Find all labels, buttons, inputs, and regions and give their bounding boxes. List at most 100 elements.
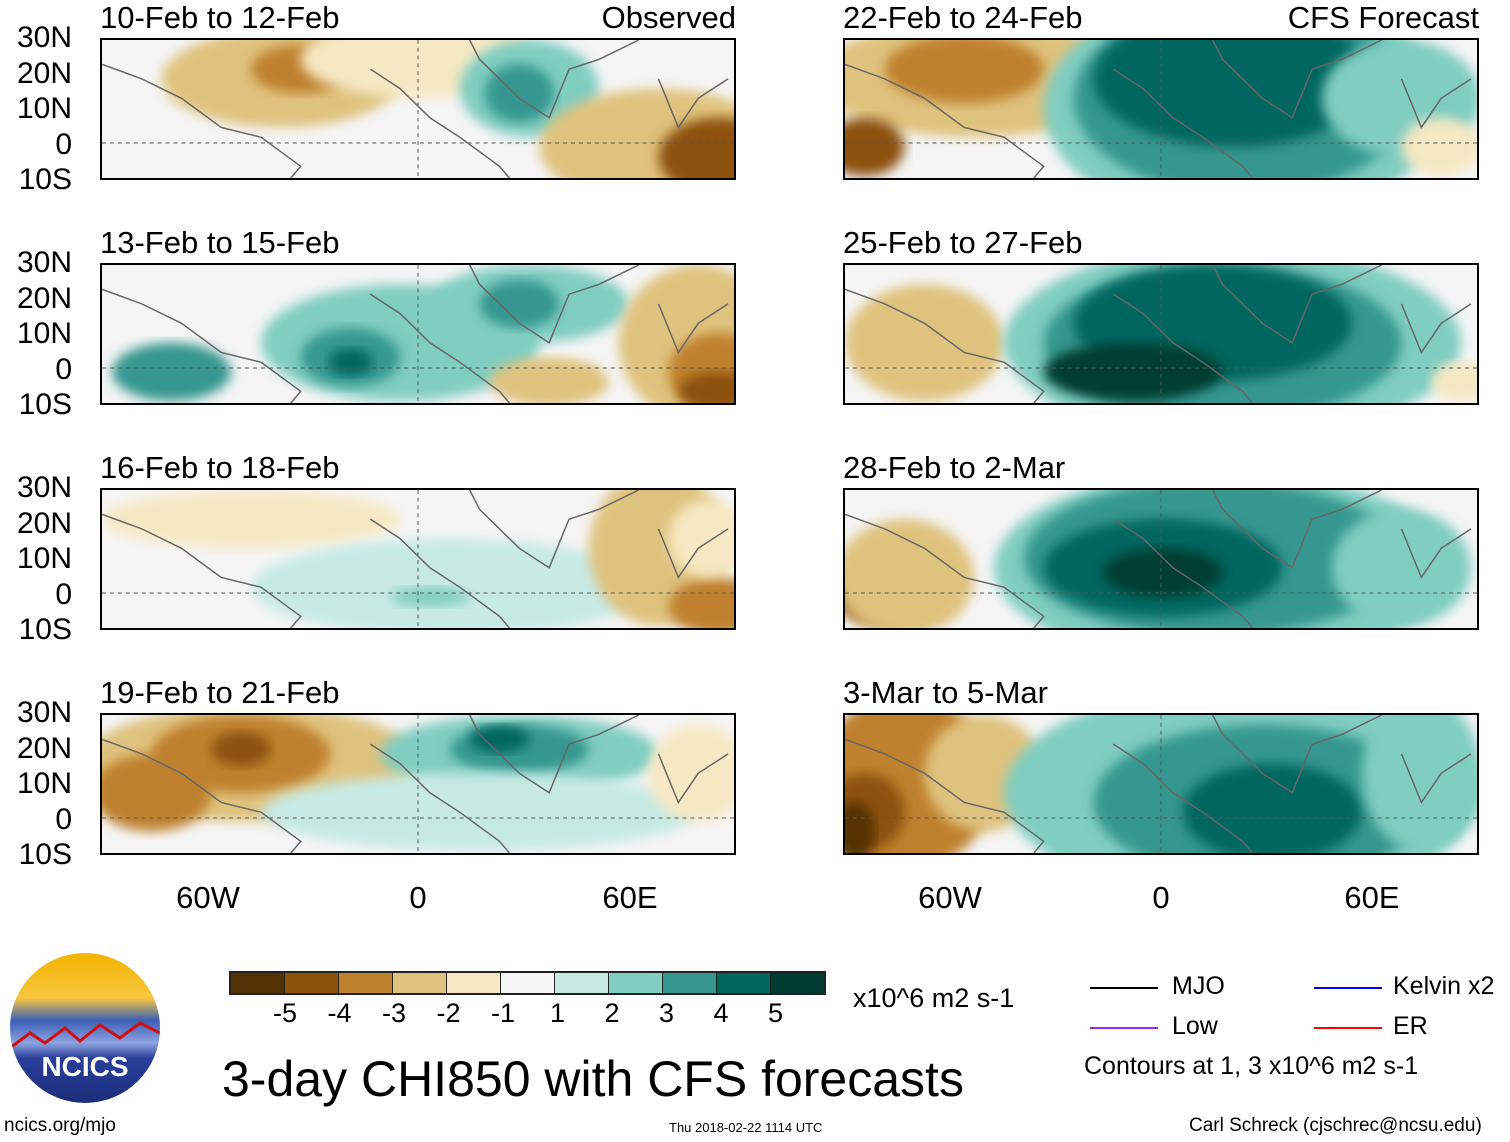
footer-author: Carl Schreck (cjschrec@ncsu.edu) <box>1189 1115 1482 1136</box>
anomaly-region <box>845 519 975 628</box>
anomaly-region <box>668 499 734 578</box>
lat-label: 30N <box>16 246 72 279</box>
anomaly-region <box>678 371 734 403</box>
lat-label: 30N <box>16 696 72 729</box>
coastline <box>102 715 729 853</box>
colorbar-swatch <box>663 973 717 993</box>
anomaly-region <box>489 357 609 403</box>
lat-label: 10S <box>18 163 72 196</box>
legend-label: MJO <box>1172 972 1225 1000</box>
anomaly-region <box>484 64 555 123</box>
lat-label: 0 <box>55 577 72 611</box>
lat-label: 10S <box>18 388 72 421</box>
colorbar-label: -5 <box>272 998 298 1028</box>
coastline <box>102 490 729 628</box>
lat-label: 10N <box>16 767 72 800</box>
lat-label: 20N <box>16 281 72 315</box>
colorbar-units: x10^6 m2 s-1 <box>853 983 1015 1013</box>
lat-label: 10S <box>18 838 72 871</box>
colorbar-swatch <box>771 973 824 993</box>
anomaly-region <box>111 342 232 402</box>
colorbar <box>229 971 826 995</box>
anomaly-region <box>845 117 905 177</box>
colorbar-swatch <box>339 973 393 993</box>
colorbar-label: 3 <box>658 998 675 1028</box>
footer-timestamp: Thu 2018-02-22 1114 UTC <box>669 1120 823 1135</box>
anomaly-region <box>390 587 470 607</box>
legend-label: ER <box>1393 1012 1428 1040</box>
anomaly-region <box>648 724 734 822</box>
lon-label: 60W <box>918 880 982 915</box>
lat-label: 0 <box>55 802 72 836</box>
anomaly-region <box>845 284 1004 402</box>
colorbar-label: -2 <box>436 998 461 1028</box>
lon-label: 60W <box>176 880 240 915</box>
anomaly-region <box>1093 40 1372 147</box>
anomaly-region <box>260 773 699 852</box>
colorbar-swatch <box>447 973 501 993</box>
logo-text: NCICS <box>41 1051 129 1082</box>
coastline <box>845 40 1472 178</box>
map-panel <box>100 38 736 180</box>
colorbar-swatch <box>285 973 339 993</box>
colorbar-label: -1 <box>490 998 516 1028</box>
colorbar-label: 4 <box>713 998 729 1028</box>
map-panel <box>843 263 1479 405</box>
colorbar-swatch <box>231 973 285 993</box>
colorbar-label: -3 <box>381 998 407 1028</box>
panel-title: 28-Feb to 2-Mar <box>843 450 1066 485</box>
map-panel <box>843 488 1479 630</box>
panel-title: 16-Feb to 18-Feb <box>100 450 340 485</box>
group-header: CFS Forecast <box>1287 0 1479 35</box>
lat-label: 20N <box>16 731 72 765</box>
lat-label: 10S <box>18 613 72 646</box>
anomaly-region <box>479 279 560 329</box>
anomaly-region <box>469 725 530 753</box>
anomaly-region <box>845 802 875 853</box>
ncics-logo: NCICS <box>10 953 160 1103</box>
map-panel <box>100 263 736 405</box>
lat-label: 0 <box>55 127 72 161</box>
coastline <box>845 715 1472 853</box>
anomaly-region <box>102 753 212 832</box>
map-panel <box>843 38 1479 180</box>
colorbar-swatch <box>555 973 609 993</box>
lon-label: 0 <box>409 880 427 915</box>
panel-title: 25-Feb to 27-Feb <box>843 225 1083 260</box>
legend-swatch-low <box>1090 1027 1158 1029</box>
group-header: Observed <box>601 0 736 35</box>
lat-label: 0 <box>55 352 72 386</box>
footer-url: ncics.org/mjo <box>4 1115 116 1136</box>
colorbar-label: 2 <box>604 998 620 1028</box>
lon-label: 60E <box>602 880 658 915</box>
map-panel <box>100 713 736 855</box>
legend-swatch-mjo <box>1090 987 1158 989</box>
lat-label: 30N <box>16 21 72 54</box>
coastline <box>845 490 1472 628</box>
anomaly-region <box>658 117 734 178</box>
anomaly-region <box>102 490 401 549</box>
coastline <box>845 265 1472 403</box>
panel-title: 13-Feb to 15-Feb <box>100 225 340 260</box>
colorbar-swatch <box>393 973 447 993</box>
colorbar-label: 5 <box>767 998 784 1028</box>
anomaly-region <box>884 40 1044 104</box>
lon-label: 60E <box>1344 880 1400 915</box>
coastline <box>102 40 729 178</box>
lat-label: 10N <box>16 317 72 350</box>
map-panel <box>843 713 1479 855</box>
colorbar-swatch <box>609 973 663 993</box>
anomaly-region <box>1331 509 1472 627</box>
panel-title: 3-Mar to 5-Mar <box>843 675 1048 710</box>
coastline <box>102 265 729 403</box>
colorbar-swatch <box>501 973 555 993</box>
lat-label: 10N <box>16 92 72 125</box>
lat-label: 20N <box>16 506 72 540</box>
contour-note: Contours at 1, 3 x10^6 m2 s-1 <box>1084 1052 1419 1080</box>
anomaly-region <box>1431 362 1477 402</box>
anomaly-region <box>1361 715 1477 852</box>
lat-label: 10N <box>16 542 72 575</box>
colorbar-label: -4 <box>327 998 352 1028</box>
legend-label: Kelvin x2 <box>1393 972 1495 1000</box>
map-panel <box>100 488 736 630</box>
